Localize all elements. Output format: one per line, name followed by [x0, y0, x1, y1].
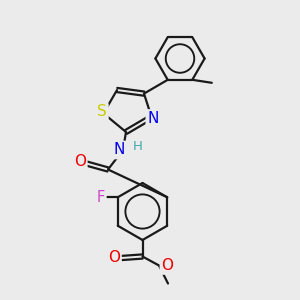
Text: O: O — [74, 154, 86, 169]
Text: N: N — [147, 111, 159, 126]
Text: F: F — [97, 190, 105, 205]
Text: S: S — [97, 104, 107, 119]
Text: N: N — [114, 142, 125, 158]
Text: H: H — [133, 140, 143, 154]
Text: O: O — [161, 258, 173, 273]
Text: O: O — [108, 250, 120, 266]
